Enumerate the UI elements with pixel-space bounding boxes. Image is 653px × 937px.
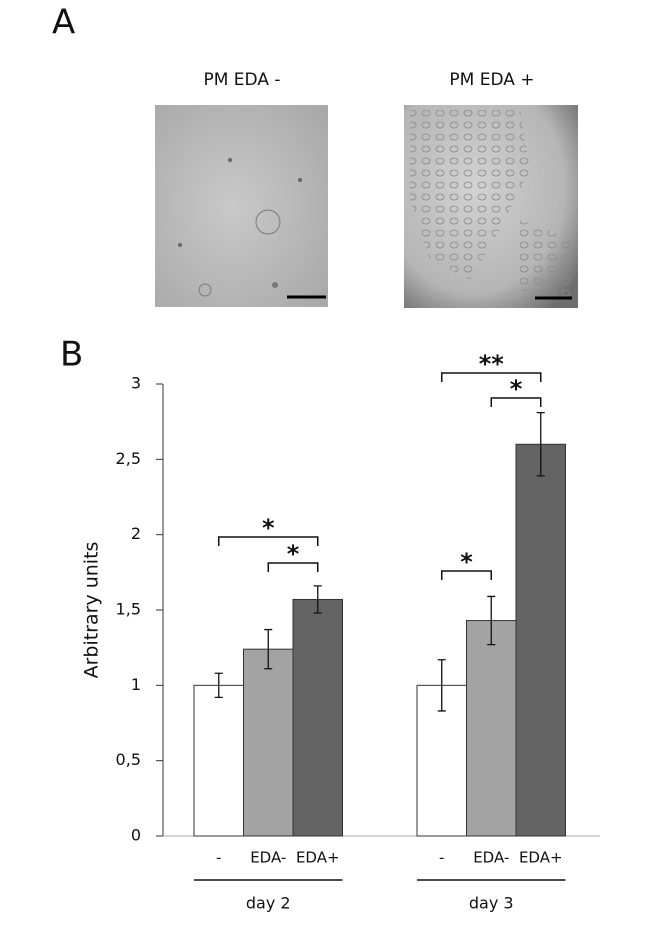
error-bar — [536, 411, 545, 477]
image-title: PM EDA + — [449, 70, 534, 90]
x-tick-label: EDA- — [473, 849, 509, 867]
significance-star: * — [460, 548, 473, 576]
micrograph — [155, 105, 328, 307]
y-tick-label: 0,5 — [116, 750, 141, 769]
x-tick-label: EDA+ — [519, 849, 563, 867]
category-label: day 2 — [246, 894, 291, 913]
significance-star: * — [510, 375, 523, 403]
x-tick-label: EDA- — [250, 849, 286, 867]
x-tick-label: EDA+ — [296, 849, 340, 867]
image-title: PM EDA - — [203, 70, 280, 90]
bar — [466, 620, 517, 837]
error-bar — [264, 628, 273, 670]
significance-bracket — [218, 536, 319, 546]
bar — [292, 598, 343, 837]
bar — [193, 684, 244, 837]
significance-star: * — [262, 514, 275, 542]
error-bar — [487, 595, 496, 646]
y-tick-label: 0 — [131, 826, 141, 845]
y-tick-label: 1,5 — [116, 600, 141, 619]
x-tick-label: - — [439, 849, 444, 867]
y-tick-label: 2,5 — [116, 449, 141, 468]
error-bar — [437, 659, 446, 712]
micrograph — [404, 105, 578, 308]
bar — [515, 443, 566, 837]
significance-star: ** — [479, 350, 505, 378]
y-axis-label: Arbitrary units — [81, 542, 103, 679]
significance-bracket — [441, 372, 542, 382]
category-label: day 3 — [469, 894, 514, 913]
error-bar — [214, 672, 223, 699]
error-bar — [313, 585, 322, 614]
panel-label: A — [52, 3, 75, 43]
bar — [243, 648, 294, 837]
significance-bracket — [490, 397, 542, 407]
significance-bracket — [267, 562, 319, 572]
significance-star: * — [287, 540, 300, 568]
y-tick-label: 3 — [131, 374, 141, 393]
panel-label: B — [60, 335, 83, 375]
x-tick-label: - — [216, 849, 221, 867]
significance-bracket — [441, 570, 492, 580]
y-tick-label: 2 — [131, 524, 141, 543]
y-tick-label: 1 — [131, 675, 141, 694]
